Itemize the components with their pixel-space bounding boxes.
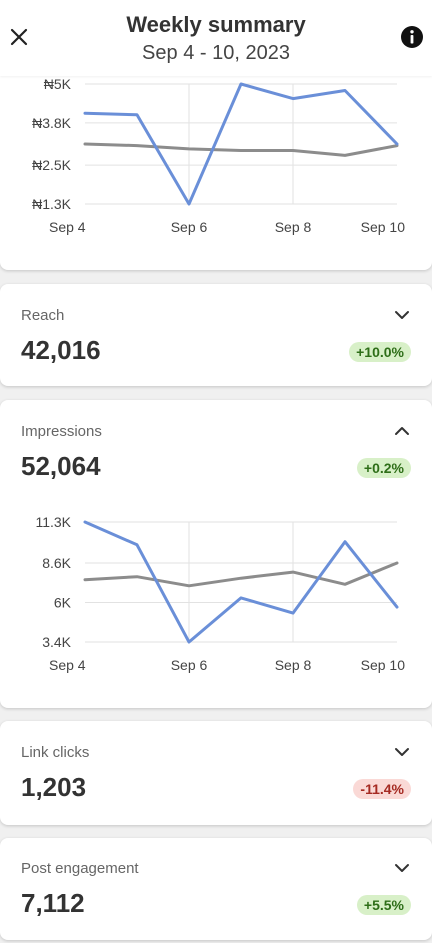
- metric-label: Link clicks: [21, 744, 90, 761]
- metric-card-reach[interactable]: Reach 42,016 +10.0%: [0, 284, 432, 386]
- close-icon[interactable]: [6, 24, 32, 50]
- series-line-previous-week: [83, 561, 399, 588]
- info-icon[interactable]: [400, 25, 424, 49]
- metric-card-impressions[interactable]: Impressions 52,064 +0.2% 11.3K 8.6K 6K 3.4K…: [0, 400, 432, 708]
- y-tick-label: 6K: [54, 595, 72, 611]
- metric-label: Reach: [21, 307, 65, 324]
- x-tick-label: Sep 8: [275, 657, 312, 673]
- x-tick-label: Sep 8: [275, 219, 312, 235]
- y-tick-label: 11.3K: [35, 514, 71, 530]
- page-title: Weekly summary: [126, 12, 306, 37]
- spend-chart-card: ₦5K ₦3.8K ₦2.5K ₦1.3K Sep 4 Sep 6 Sep 8 Sep 10: [0, 40, 432, 270]
- date-range: Sep 4 - 10, 2023: [142, 42, 290, 64]
- metric-value: 52,064: [21, 451, 101, 481]
- series-line-this-week: [83, 82, 399, 206]
- y-tick-label: ₦2.5K: [32, 157, 72, 173]
- metric-value: 7,112: [21, 888, 85, 918]
- metric-card-post-engagement[interactable]: Post engagement 7,112 +5.5%: [0, 838, 432, 940]
- spend-line-chart: ₦5K ₦3.8K ₦2.5K ₦1.3K Sep 4 Sep 6 Sep 8 Sep 10: [32, 76, 406, 235]
- change-badge: +10.0%: [349, 342, 411, 362]
- header: Weekly summary Sep 4 - 10, 2023: [0, 0, 432, 76]
- metric-value: 1,203: [21, 772, 87, 802]
- series-line-previous-week: [83, 142, 399, 157]
- y-tick-label: 3.4K: [42, 634, 71, 650]
- chevron-down-icon[interactable]: [394, 747, 410, 757]
- y-tick-label: 8.6K: [42, 555, 71, 571]
- metric-value: 42,016: [21, 335, 101, 365]
- x-tick-label: Sep 10: [361, 219, 406, 235]
- chevron-up-icon[interactable]: [394, 426, 410, 436]
- change-badge: +0.2%: [356, 458, 411, 478]
- x-tick-label: Sep 10: [361, 657, 406, 673]
- chevron-down-icon[interactable]: [394, 310, 410, 320]
- y-tick-label: ₦5K: [44, 76, 72, 92]
- metric-label: Post engagement: [21, 860, 139, 877]
- x-tick-label: Sep 6: [171, 657, 208, 673]
- series-line-this-week: [83, 520, 399, 644]
- impressions-line-chart: 11.3K 8.6K 6K 3.4K Sep 4 Sep 6 Sep 8 Sep 10: [35, 514, 406, 673]
- y-tick-label: ₦3.8K: [32, 115, 72, 131]
- x-tick-label: Sep 4: [49, 657, 86, 673]
- metric-label: Impressions: [21, 423, 102, 440]
- x-tick-label: Sep 4: [49, 219, 86, 235]
- x-tick-label: Sep 6: [171, 219, 208, 235]
- chevron-down-icon[interactable]: [394, 863, 410, 873]
- change-badge: -11.4%: [353, 779, 411, 799]
- change-badge: +5.5%: [356, 895, 411, 915]
- y-tick-label: ₦1.3K: [32, 196, 72, 212]
- metric-card-link-clicks[interactable]: Link clicks 1,203 -11.4%: [0, 721, 432, 825]
